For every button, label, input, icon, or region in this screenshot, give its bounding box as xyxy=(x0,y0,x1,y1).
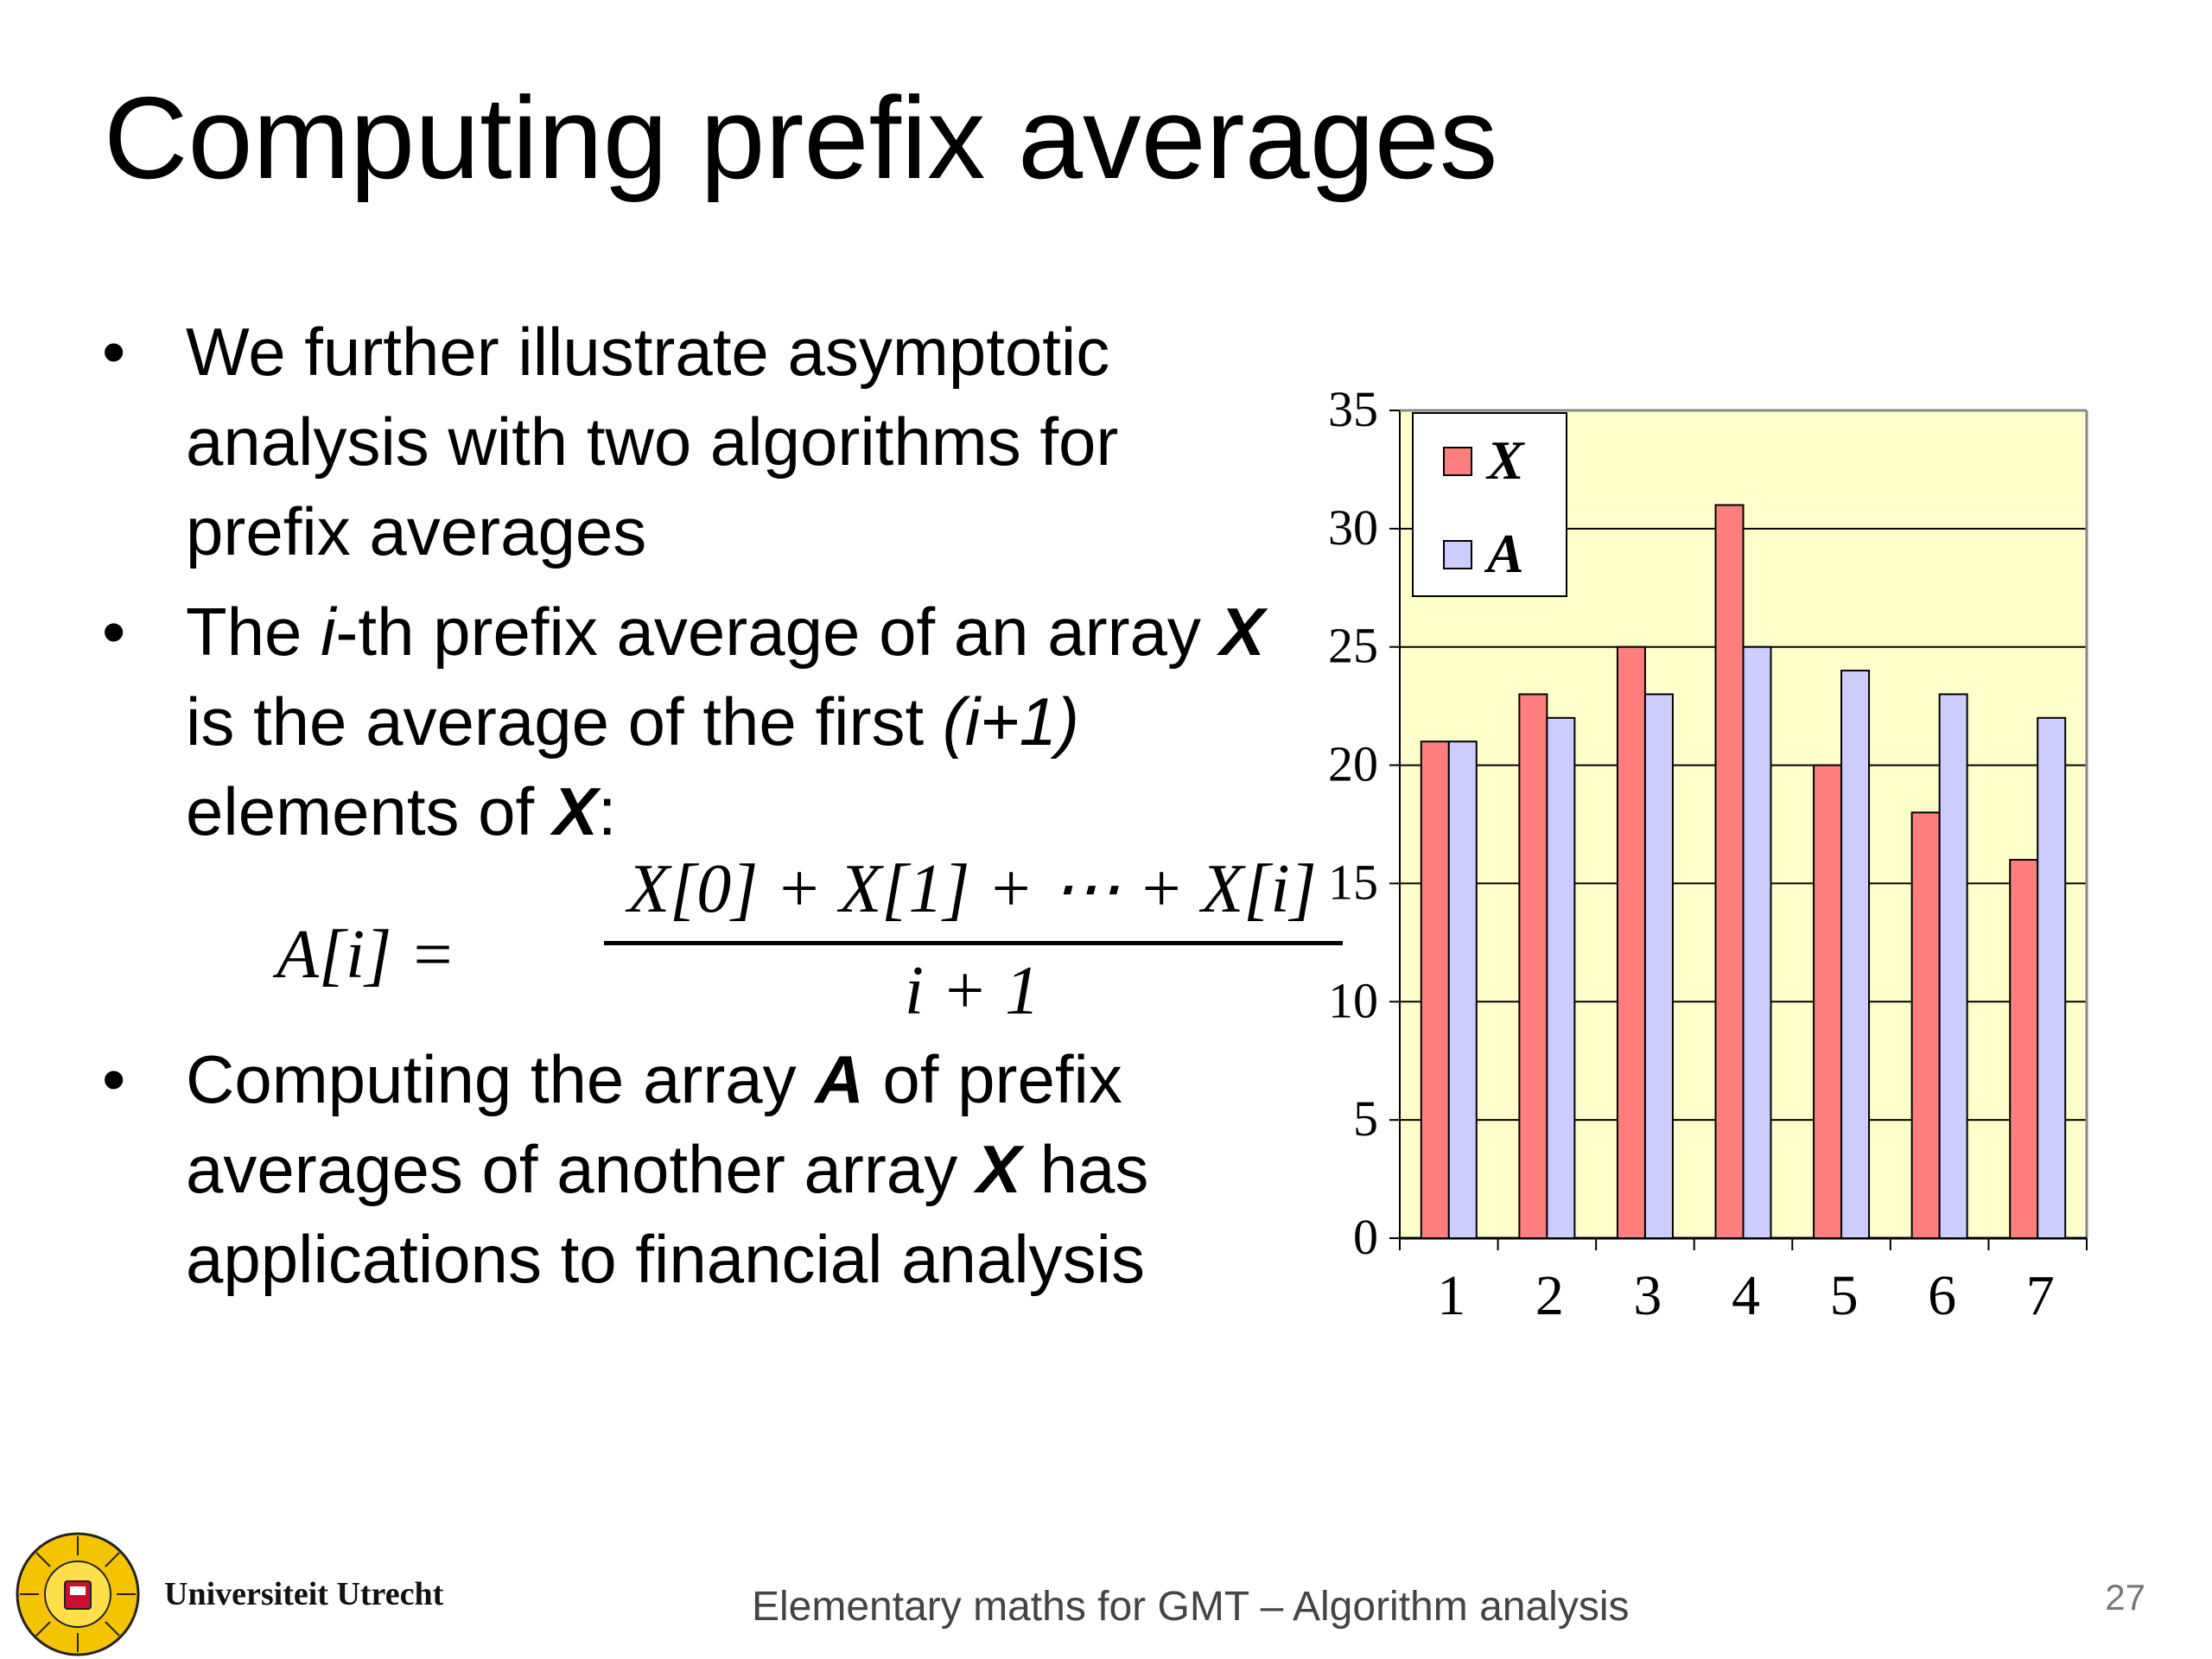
fraction-bar xyxy=(604,941,1343,945)
bullet-text: The i-th prefix average of an array X is… xyxy=(186,594,1265,849)
legend-swatch-X xyxy=(1443,447,1472,476)
university-name: Universiteit Utrecht xyxy=(164,1576,444,1612)
array-x: X xyxy=(552,773,598,849)
bar-X xyxy=(1813,764,1843,1240)
y-tick-label: 5 xyxy=(1353,1090,1378,1147)
text-run: : xyxy=(597,773,617,849)
text-run: Computing the array xyxy=(186,1041,816,1117)
text-run: has applications to financial analysis xyxy=(186,1131,1149,1297)
y-tick-label: 20 xyxy=(1328,736,1378,792)
legend-label-A: A xyxy=(1484,523,1524,584)
bar-A xyxy=(1447,741,1478,1239)
bar-X xyxy=(2009,859,2039,1239)
array-x: X xyxy=(976,1131,1021,1207)
slide-title: Computing prefix averages xyxy=(104,73,1498,203)
bullet-item: • We further illustrate asymptotic analy… xyxy=(102,307,1294,576)
bar-A xyxy=(1742,645,1772,1239)
italic-i-plus-1: (i+1) xyxy=(942,683,1080,760)
bullet-item: • The i-th prefix average of an array X … xyxy=(102,587,1343,1031)
bar-X xyxy=(1910,811,1941,1239)
bar-A xyxy=(2037,716,2067,1240)
y-tick-label: 15 xyxy=(1328,854,1378,910)
x-tick-label: 2 xyxy=(1535,1264,1564,1327)
bullet-text: Computing the array A of prefix averages… xyxy=(186,1041,1148,1297)
bar-A xyxy=(1938,693,1968,1239)
bullet-text: We further illustrate asymptotic analysi… xyxy=(186,314,1119,569)
text-run: is the average of the first xyxy=(186,683,943,760)
bar-X xyxy=(1714,504,1745,1239)
legend-box xyxy=(1412,412,1567,597)
legend-swatch-A xyxy=(1443,540,1472,569)
bar-A xyxy=(1840,670,1871,1240)
bullet-list: • We further illustrate asymptotic analy… xyxy=(102,307,1343,1304)
text-run: -th prefix average of an array xyxy=(335,594,1220,670)
x-tick-label: 4 xyxy=(1732,1264,1760,1327)
y-tick-label: 35 xyxy=(1328,381,1378,437)
prefix-average-formula: A[i] = X[0] + X[1] + ⋯ + X[i] i + 1 xyxy=(186,851,1343,1031)
bar-X xyxy=(1420,741,1450,1239)
bullet-dot: • xyxy=(102,314,126,390)
text-run: The xyxy=(186,594,321,670)
bar-A xyxy=(1643,693,1674,1239)
y-tick-label: 25 xyxy=(1328,618,1378,674)
bar-A xyxy=(1546,716,1576,1240)
bullet-item: • Computing the array A of prefix averag… xyxy=(102,1034,1294,1304)
formula-denominator: i + 1 xyxy=(904,953,1040,1029)
text-run: elements of xyxy=(186,773,553,849)
y-tick-label: 10 xyxy=(1328,972,1378,1028)
italic-index: i xyxy=(321,594,336,670)
bar-chart: 0 5 10 15 20 25 30 35 1 2 3 4 5 6 7 XA xyxy=(1328,381,2088,1327)
formula-lhs: A[i] = xyxy=(276,917,456,993)
x-tick-label: 1 xyxy=(1437,1264,1465,1327)
bar-X xyxy=(1616,645,1646,1239)
y-tick-label: 0 xyxy=(1353,1209,1378,1265)
text-run: of prefix averages of another array xyxy=(186,1041,1122,1207)
x-tick-label: 5 xyxy=(1830,1264,1859,1327)
array-a: A xyxy=(815,1041,864,1117)
x-tick-label: 6 xyxy=(1928,1264,1956,1327)
x-tick-label: 7 xyxy=(2026,1264,2055,1327)
bullet-dot: • xyxy=(102,1041,126,1117)
bar-X xyxy=(1518,693,1548,1239)
footer-course-title: Elementary maths for GMT – Algorithm ana… xyxy=(752,1584,1630,1630)
formula-numerator: X[0] + X[1] + ⋯ + X[i] xyxy=(627,851,1317,927)
bullet-dot: • xyxy=(102,594,126,670)
x-tick-label: 3 xyxy=(1633,1264,1662,1327)
array-x: X xyxy=(1219,594,1265,670)
legend-label-X: X xyxy=(1485,429,1525,491)
page-number: 27 xyxy=(2105,1577,2145,1618)
university-seal-icon xyxy=(16,1532,140,1656)
y-tick-label: 30 xyxy=(1328,499,1378,556)
